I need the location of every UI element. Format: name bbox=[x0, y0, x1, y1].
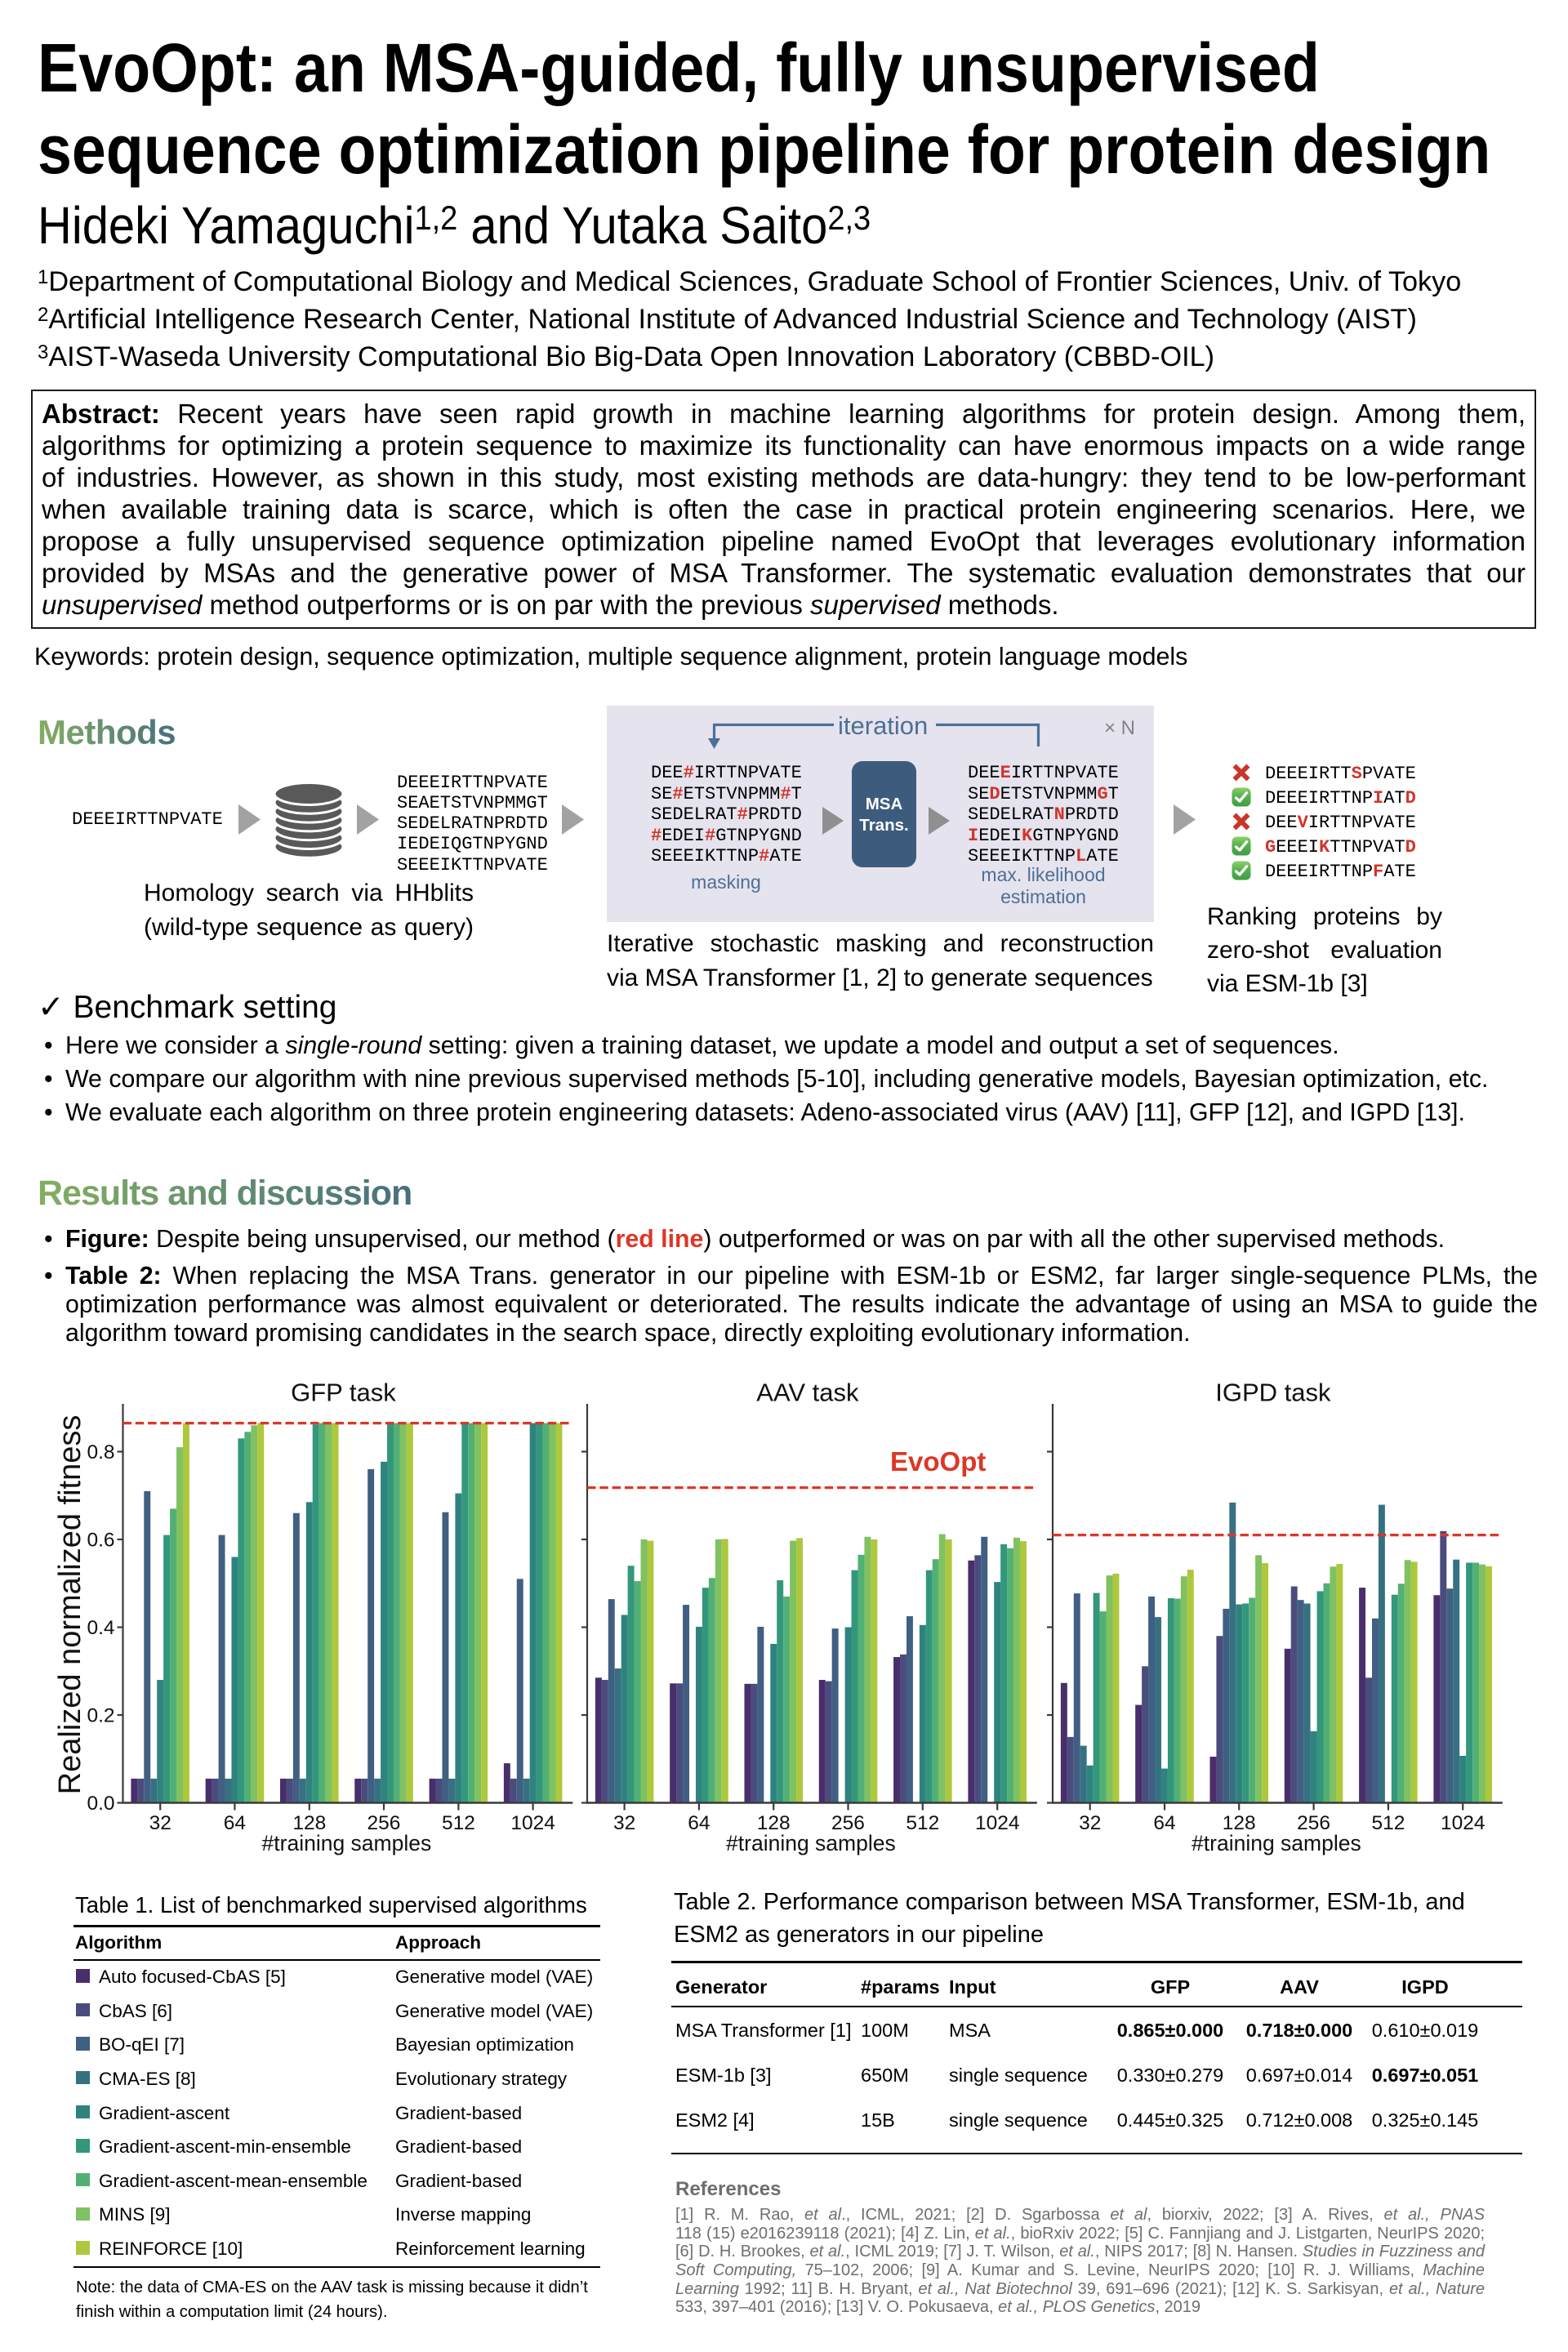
svg-text:0.8: 0.8 bbox=[87, 1441, 114, 1463]
svg-text:64: 64 bbox=[688, 1812, 710, 1834]
svg-text:0.0: 0.0 bbox=[87, 1793, 114, 1815]
svg-text:#training samples: #training samples bbox=[262, 1831, 432, 1855]
svg-text:128: 128 bbox=[292, 1812, 326, 1834]
svg-text:512: 512 bbox=[1371, 1812, 1405, 1834]
svg-text:0.4: 0.4 bbox=[87, 1617, 114, 1639]
svg-text:32: 32 bbox=[149, 1812, 172, 1834]
svg-text:GFP task: GFP task bbox=[291, 1379, 396, 1407]
svg-text:1024: 1024 bbox=[510, 1812, 555, 1834]
svg-text:128: 128 bbox=[757, 1812, 791, 1834]
svg-text:1024: 1024 bbox=[1441, 1812, 1486, 1834]
svg-text:32: 32 bbox=[1079, 1812, 1101, 1834]
svg-text:EvoOpt: EvoOpt bbox=[890, 1446, 986, 1477]
svg-text:512: 512 bbox=[442, 1812, 475, 1834]
svg-text:AAV task: AAV task bbox=[756, 1379, 859, 1407]
svg-text:64: 64 bbox=[1153, 1812, 1175, 1834]
svg-text:256: 256 bbox=[831, 1812, 865, 1834]
svg-text:64: 64 bbox=[224, 1812, 246, 1834]
svg-text:512: 512 bbox=[906, 1812, 939, 1834]
svg-text:#training samples: #training samples bbox=[726, 1831, 896, 1855]
svg-text:32: 32 bbox=[613, 1812, 635, 1834]
svg-text:128: 128 bbox=[1223, 1812, 1256, 1834]
svg-text:Realized normalized fitness: Realized normalized fitness bbox=[53, 1415, 87, 1795]
svg-text:#training samples: #training samples bbox=[1192, 1831, 1361, 1855]
svg-text:0.2: 0.2 bbox=[87, 1705, 114, 1727]
svg-text:IGPD task: IGPD task bbox=[1215, 1379, 1331, 1407]
svg-text:1024: 1024 bbox=[975, 1812, 1020, 1834]
svg-text:256: 256 bbox=[1297, 1812, 1330, 1834]
svg-text:256: 256 bbox=[368, 1812, 401, 1834]
svg-text:0.6: 0.6 bbox=[87, 1530, 114, 1552]
